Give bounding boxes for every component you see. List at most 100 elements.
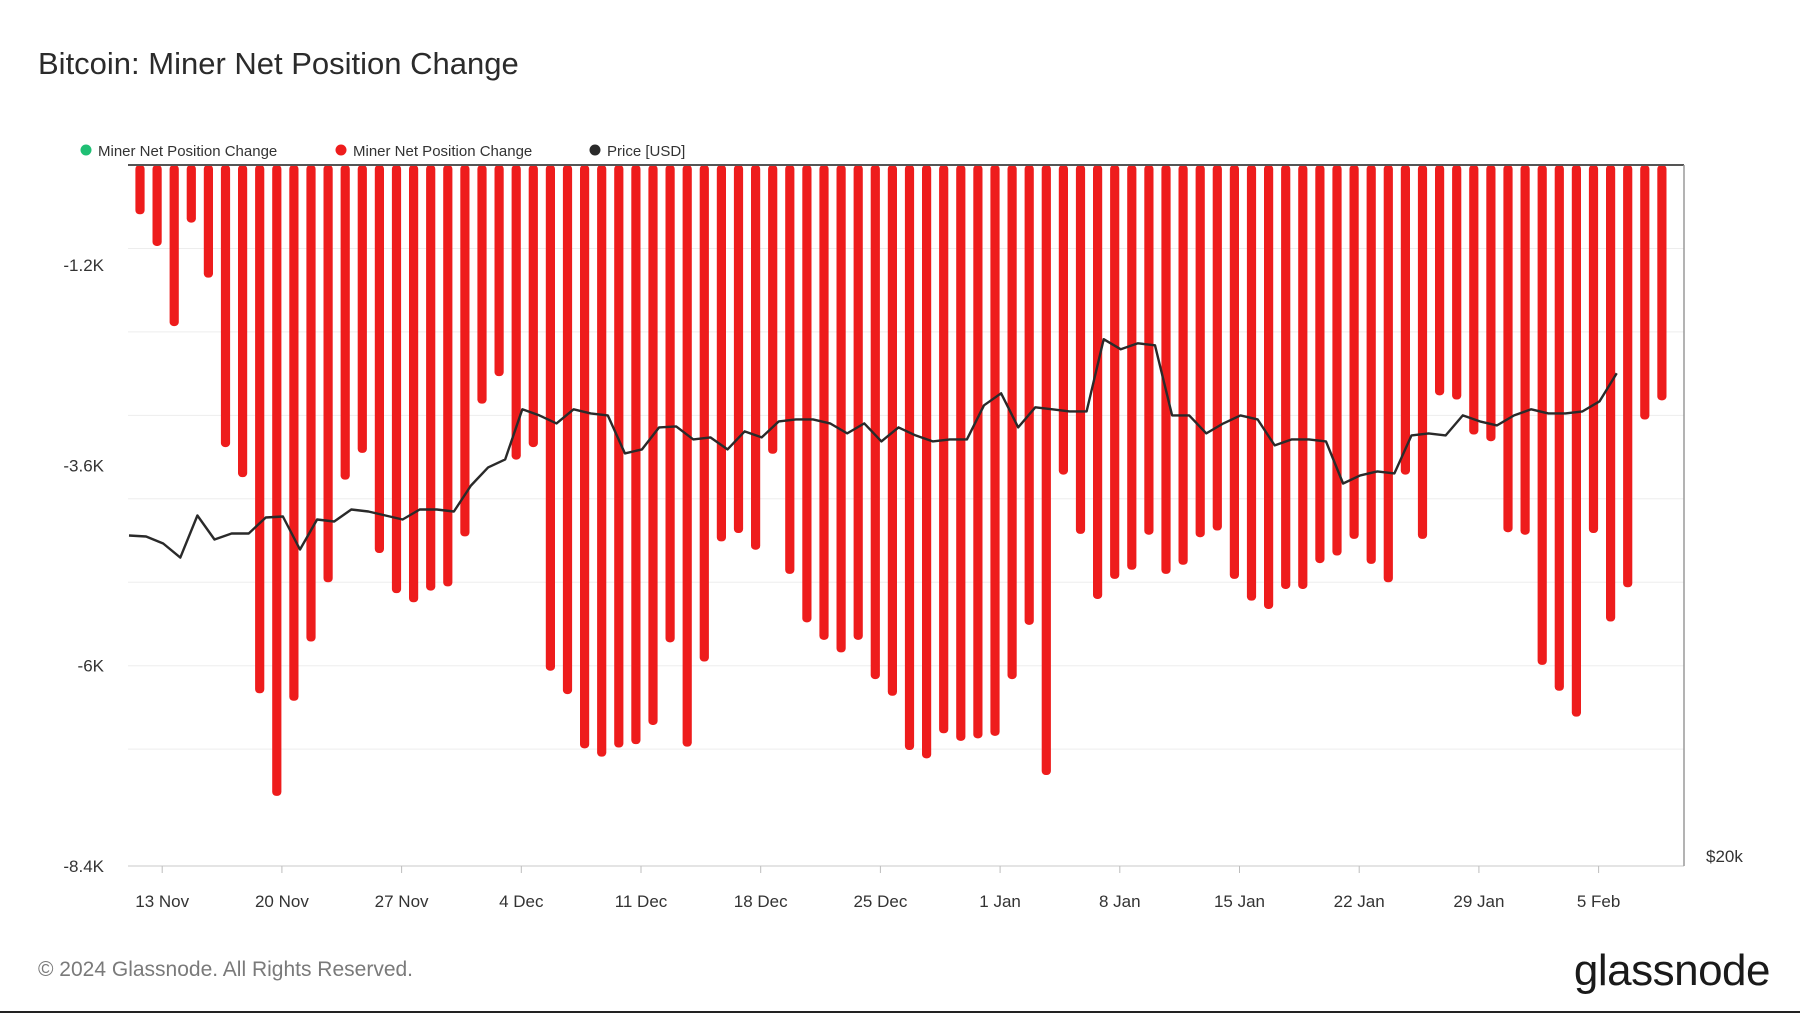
legend-label: Price [USD] <box>607 143 685 160</box>
x-tick-label: 11 Dec <box>615 892 668 911</box>
brand-logo: glassnode <box>1573 946 1771 995</box>
bar <box>870 165 880 680</box>
bar <box>409 165 419 603</box>
bar <box>1093 165 1103 599</box>
bar <box>853 165 863 640</box>
bar <box>1606 165 1616 622</box>
bar <box>699 165 709 662</box>
bar <box>511 165 521 460</box>
x-tick-label: 25 Dec <box>853 892 907 911</box>
bar <box>426 165 436 591</box>
bar <box>1041 165 1051 776</box>
legend-item[interactable]: Miner Net Position Change <box>80 143 278 160</box>
x-tick-label: 18 Dec <box>734 892 788 911</box>
bar <box>768 165 778 454</box>
x-tick-label: 5 Feb <box>1577 892 1620 911</box>
bar <box>1537 165 1547 665</box>
bar <box>1332 165 1342 556</box>
bar <box>1110 165 1120 579</box>
bar <box>922 165 932 759</box>
bar <box>785 165 795 574</box>
price-line <box>128 338 1618 559</box>
legend-marker <box>589 144 601 156</box>
bar <box>597 165 607 757</box>
legend-label: Miner Net Position Change <box>98 143 277 160</box>
legend-marker <box>80 144 92 156</box>
bar <box>494 165 504 377</box>
bar <box>836 165 846 653</box>
x-tick-label: 1 Jan <box>979 892 1021 911</box>
bar <box>1195 165 1205 538</box>
legend-marker <box>335 144 347 156</box>
bar <box>1264 165 1274 609</box>
bar <box>1178 165 1188 565</box>
bar <box>289 165 299 701</box>
bar <box>357 165 367 453</box>
bottom-border <box>0 1011 1800 1013</box>
bar <box>1640 165 1650 420</box>
y-tick-label: -3.6K <box>63 456 104 475</box>
bar <box>391 165 402 594</box>
bar <box>802 165 812 623</box>
bar <box>904 165 915 751</box>
bar <box>460 165 470 537</box>
bar <box>306 165 316 642</box>
bar <box>1417 165 1428 539</box>
bar <box>545 165 555 671</box>
legend: Miner Net Position Change Miner Net Posit… <box>80 143 686 160</box>
bar <box>1246 165 1257 601</box>
bar <box>1435 165 1445 396</box>
y-tick-label: -6K <box>78 657 105 676</box>
bar <box>255 165 265 694</box>
x-axis-ticks: 13 Nov 20 Nov 27 Nov 4 Dec 11 Dec 18 Dec 25 De… <box>135 866 1620 911</box>
legend-label: Miner Net Position Change <box>353 143 532 160</box>
bar <box>528 165 538 448</box>
x-tick-label: 13 Nov <box>135 892 189 911</box>
bar <box>203 165 213 278</box>
legend-item[interactable]: Miner Net Position Change <box>335 143 533 160</box>
bar <box>323 165 333 583</box>
x-tick-label: 22 Jan <box>1334 892 1385 911</box>
bar <box>1571 165 1581 717</box>
bar <box>220 165 231 448</box>
page-title: Bitcoin: Miner Net Position Change <box>38 46 519 81</box>
bar <box>614 165 624 748</box>
bar <box>1058 165 1068 475</box>
bar <box>1383 165 1393 583</box>
bar <box>1212 165 1222 531</box>
bar <box>1469 165 1479 435</box>
bar <box>1486 165 1496 442</box>
bar <box>631 165 641 745</box>
bar <box>939 165 949 734</box>
bar <box>1623 165 1633 588</box>
bar <box>648 165 658 725</box>
x-tick-label: 20 Nov <box>255 892 309 911</box>
x-tick-label: 29 Jan <box>1453 892 1504 911</box>
bar <box>477 165 487 404</box>
bar <box>1657 165 1667 401</box>
bar <box>819 165 829 640</box>
bar <box>186 165 196 223</box>
bar <box>1452 165 1462 400</box>
copyright-text: © 2024 Glassnode. All Rights Reserved. <box>38 958 414 981</box>
right-axis-label: $20k <box>1706 847 1743 866</box>
x-tick-label: 4 Dec <box>499 892 544 911</box>
y-tick-label: -8.4K <box>63 857 104 876</box>
price-series <box>128 338 1618 559</box>
bar <box>682 165 692 747</box>
bar <box>1554 165 1564 691</box>
bar <box>956 165 966 741</box>
bar <box>751 165 761 550</box>
bar <box>1007 165 1017 680</box>
bar-series <box>135 165 1667 796</box>
bar <box>665 165 675 643</box>
legend-item[interactable]: Price [USD] <box>589 143 686 160</box>
axes <box>128 164 1685 867</box>
bar <box>1298 165 1308 589</box>
bar <box>135 165 145 215</box>
bar <box>990 165 1000 736</box>
bar <box>733 165 744 534</box>
bar <box>1366 165 1376 564</box>
bar <box>1400 165 1410 475</box>
